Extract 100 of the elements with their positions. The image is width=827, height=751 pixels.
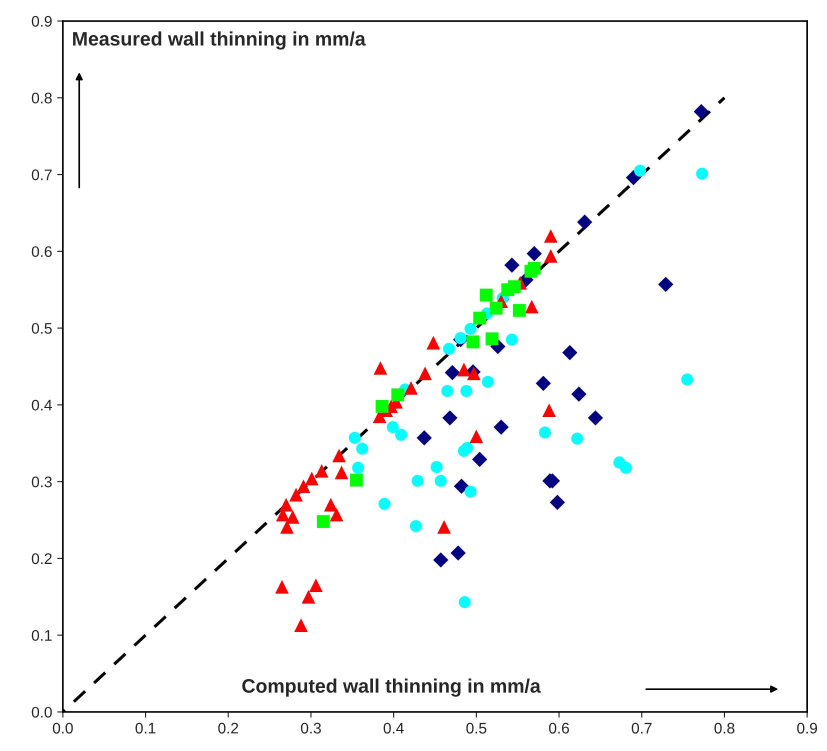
point <box>454 478 470 494</box>
point <box>442 410 458 426</box>
x-tick-label: 0.7 <box>632 722 652 734</box>
point <box>470 430 484 444</box>
point <box>694 104 709 120</box>
point <box>460 385 472 398</box>
point <box>289 488 303 502</box>
point <box>430 461 443 474</box>
y-tick-label: 0.6 <box>32 246 52 258</box>
point <box>350 474 363 487</box>
point <box>571 386 587 402</box>
point <box>434 474 447 487</box>
point <box>464 322 477 335</box>
point <box>562 345 578 360</box>
point <box>296 479 310 494</box>
point <box>504 258 520 273</box>
point <box>280 520 294 534</box>
point <box>681 374 694 386</box>
point <box>512 304 526 317</box>
point <box>348 432 361 444</box>
point <box>494 420 509 435</box>
point <box>309 578 323 592</box>
y-tick-label: 0.9 <box>32 16 52 27</box>
point <box>437 520 451 534</box>
y-tick-label: 0.7 <box>32 169 52 180</box>
x-tick-label: 0.6 <box>549 722 569 734</box>
point <box>324 498 338 512</box>
point <box>356 442 368 455</box>
point <box>386 421 399 434</box>
point <box>426 336 440 350</box>
y-tick-label: 0.4 <box>32 400 52 411</box>
point <box>441 385 454 398</box>
point <box>538 426 552 439</box>
point <box>275 580 289 594</box>
x-tick-label: 0.4 <box>384 722 404 734</box>
point <box>305 472 319 486</box>
point <box>490 302 503 315</box>
point <box>536 376 551 391</box>
y-tick-label: 0.8 <box>32 92 52 104</box>
point <box>376 400 388 413</box>
point <box>418 366 432 380</box>
point <box>506 334 518 346</box>
point <box>473 312 486 325</box>
y-tick-label: 0.1 <box>32 630 52 641</box>
point <box>374 361 388 375</box>
point <box>395 428 408 441</box>
x-tick-label: 0.1 <box>136 722 156 734</box>
point <box>626 170 642 186</box>
point <box>352 462 364 474</box>
point <box>294 618 308 632</box>
point <box>544 229 558 243</box>
point <box>571 432 584 445</box>
y-tick-label: 0.2 <box>32 553 52 564</box>
y-tick-label: 0.5 <box>32 322 52 334</box>
x-tick-label: 0.2 <box>218 722 238 734</box>
x-tick-label: 0.5 <box>466 722 486 734</box>
point <box>302 590 316 604</box>
point <box>433 552 448 568</box>
point <box>542 403 556 418</box>
point <box>480 288 493 302</box>
x-tick-label: 0.0 <box>52 722 73 734</box>
point <box>330 508 344 522</box>
x-axis-title: Computed wall thinning in mm/a <box>242 678 541 697</box>
point <box>544 249 558 263</box>
point <box>524 300 539 314</box>
point <box>524 264 538 278</box>
point <box>332 448 346 462</box>
point <box>508 280 521 294</box>
point <box>464 486 477 498</box>
point <box>486 332 498 346</box>
point <box>314 464 328 478</box>
point <box>378 498 391 510</box>
point <box>454 332 467 344</box>
point <box>410 520 422 532</box>
point <box>316 515 330 528</box>
point <box>404 381 418 395</box>
point <box>526 246 542 262</box>
point <box>458 596 471 608</box>
point <box>658 276 674 292</box>
y-axis-title: Measured wall thinning in mm/a <box>73 31 366 50</box>
point <box>457 362 471 376</box>
point <box>444 365 460 380</box>
point <box>443 342 456 355</box>
point <box>577 214 592 230</box>
point <box>466 336 480 348</box>
point <box>550 494 566 510</box>
point <box>279 498 293 512</box>
y-tick-label: 0.3 <box>32 476 52 488</box>
x-tick-label: 0.8 <box>714 722 734 734</box>
x-tick-label: 0.3 <box>300 722 321 734</box>
point <box>620 462 632 474</box>
point <box>391 388 404 402</box>
point <box>634 164 646 177</box>
x-tick-label: 0.9 <box>797 722 818 734</box>
point <box>334 466 348 480</box>
point <box>461 442 474 454</box>
point <box>696 168 708 180</box>
y-tick-label: 0.0 <box>32 706 52 718</box>
point <box>412 474 424 487</box>
point <box>588 410 604 426</box>
